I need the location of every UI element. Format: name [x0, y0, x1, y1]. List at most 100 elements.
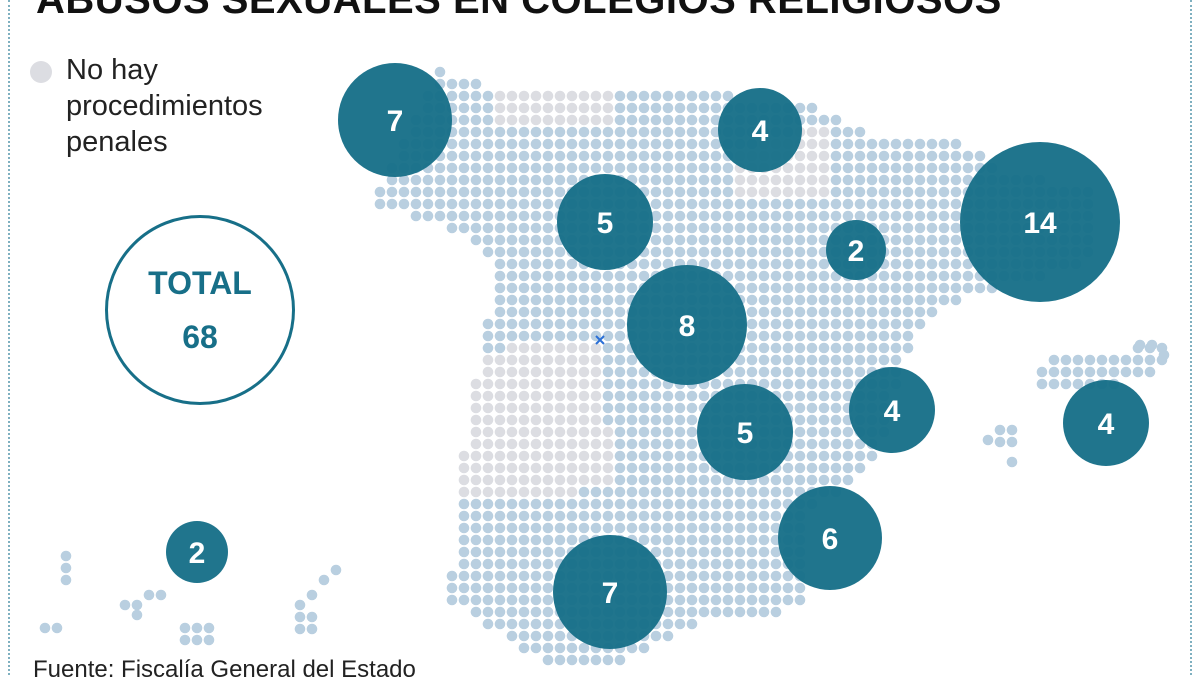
map-dot	[902, 138, 914, 150]
map-dot	[506, 246, 518, 258]
map-dot	[506, 606, 518, 618]
map-dot	[830, 414, 842, 426]
map-dot	[806, 354, 818, 366]
map-dot	[542, 330, 554, 342]
map-dot	[494, 558, 506, 570]
map-dot	[818, 210, 830, 222]
map-dot	[878, 330, 890, 342]
total-label: TOTAL	[148, 265, 252, 301]
map-dot	[830, 126, 842, 138]
map-dot	[494, 258, 506, 270]
map-dot	[806, 174, 818, 186]
map-dot	[518, 222, 530, 234]
map-dot	[494, 306, 506, 318]
map-dot	[710, 486, 722, 498]
map-dot	[662, 162, 674, 174]
map-dot	[506, 330, 518, 342]
map-dot	[566, 426, 578, 438]
map-dot	[794, 318, 806, 330]
map-dot	[191, 634, 203, 646]
map-dot	[446, 138, 458, 150]
map-dot	[746, 606, 758, 618]
map-dot	[746, 330, 758, 342]
map-dot	[878, 210, 890, 222]
map-dot	[650, 198, 662, 210]
map-dot	[770, 594, 782, 606]
map-dot	[542, 198, 554, 210]
map-dot	[1146, 339, 1158, 351]
map-dot	[842, 306, 854, 318]
map-dot	[191, 622, 203, 634]
map-dot	[470, 102, 482, 114]
map-dot	[626, 450, 638, 462]
map-dot	[758, 354, 770, 366]
map-dot	[518, 282, 530, 294]
map-dot	[602, 330, 614, 342]
map-dot	[650, 90, 662, 102]
map-dot	[506, 270, 518, 282]
map-dot	[458, 222, 470, 234]
map-dot	[602, 498, 614, 510]
map-dot	[446, 582, 458, 594]
map-dot	[638, 414, 650, 426]
map-dot	[662, 210, 674, 222]
map-dot	[902, 246, 914, 258]
map-dot	[530, 318, 542, 330]
map-dot	[806, 246, 818, 258]
map-dot	[542, 510, 554, 522]
map-dot	[662, 510, 674, 522]
region-bubble: 2	[826, 220, 886, 280]
map-dot	[686, 594, 698, 606]
map-dot	[578, 366, 590, 378]
map-dot	[578, 642, 590, 654]
map-dot	[1134, 339, 1146, 351]
map-dot	[506, 390, 518, 402]
map-dot	[410, 174, 422, 186]
map-dot	[530, 378, 542, 390]
map-dot	[554, 378, 566, 390]
map-dot	[878, 150, 890, 162]
map-dot	[542, 534, 554, 546]
map-dot	[794, 426, 806, 438]
map-dot	[566, 306, 578, 318]
map-dot	[770, 222, 782, 234]
region-bubble: 2	[166, 521, 228, 583]
map-dot	[830, 426, 842, 438]
map-dot	[662, 186, 674, 198]
map-dot	[854, 306, 866, 318]
map-dot	[518, 474, 530, 486]
map-dot	[614, 270, 626, 282]
map-dot	[650, 150, 662, 162]
map-dot	[890, 222, 902, 234]
map-dot	[494, 222, 506, 234]
map-dot	[890, 138, 902, 150]
map-dot	[722, 510, 734, 522]
map-dot	[662, 546, 674, 558]
map-dot	[782, 342, 794, 354]
map-dot	[494, 426, 506, 438]
map-dot	[638, 642, 650, 654]
map-dot	[482, 198, 494, 210]
map-dot	[626, 90, 638, 102]
map-dot	[566, 258, 578, 270]
map-dot	[1060, 366, 1072, 378]
map-dot	[542, 606, 554, 618]
map-dot	[962, 150, 974, 162]
map-dot	[51, 622, 63, 634]
map-dot	[542, 498, 554, 510]
map-dot	[1108, 366, 1120, 378]
map-dot	[806, 150, 818, 162]
map-dot	[494, 138, 506, 150]
map-dot	[782, 366, 794, 378]
map-dot	[554, 654, 566, 666]
map-dot	[662, 474, 674, 486]
map-dot	[1048, 378, 1060, 390]
map-dot	[842, 282, 854, 294]
map-dot	[386, 198, 398, 210]
map-dot	[554, 546, 566, 558]
bubble-circle	[166, 521, 228, 583]
map-dot	[458, 582, 470, 594]
map-dot	[926, 150, 938, 162]
map-dot	[60, 562, 72, 574]
